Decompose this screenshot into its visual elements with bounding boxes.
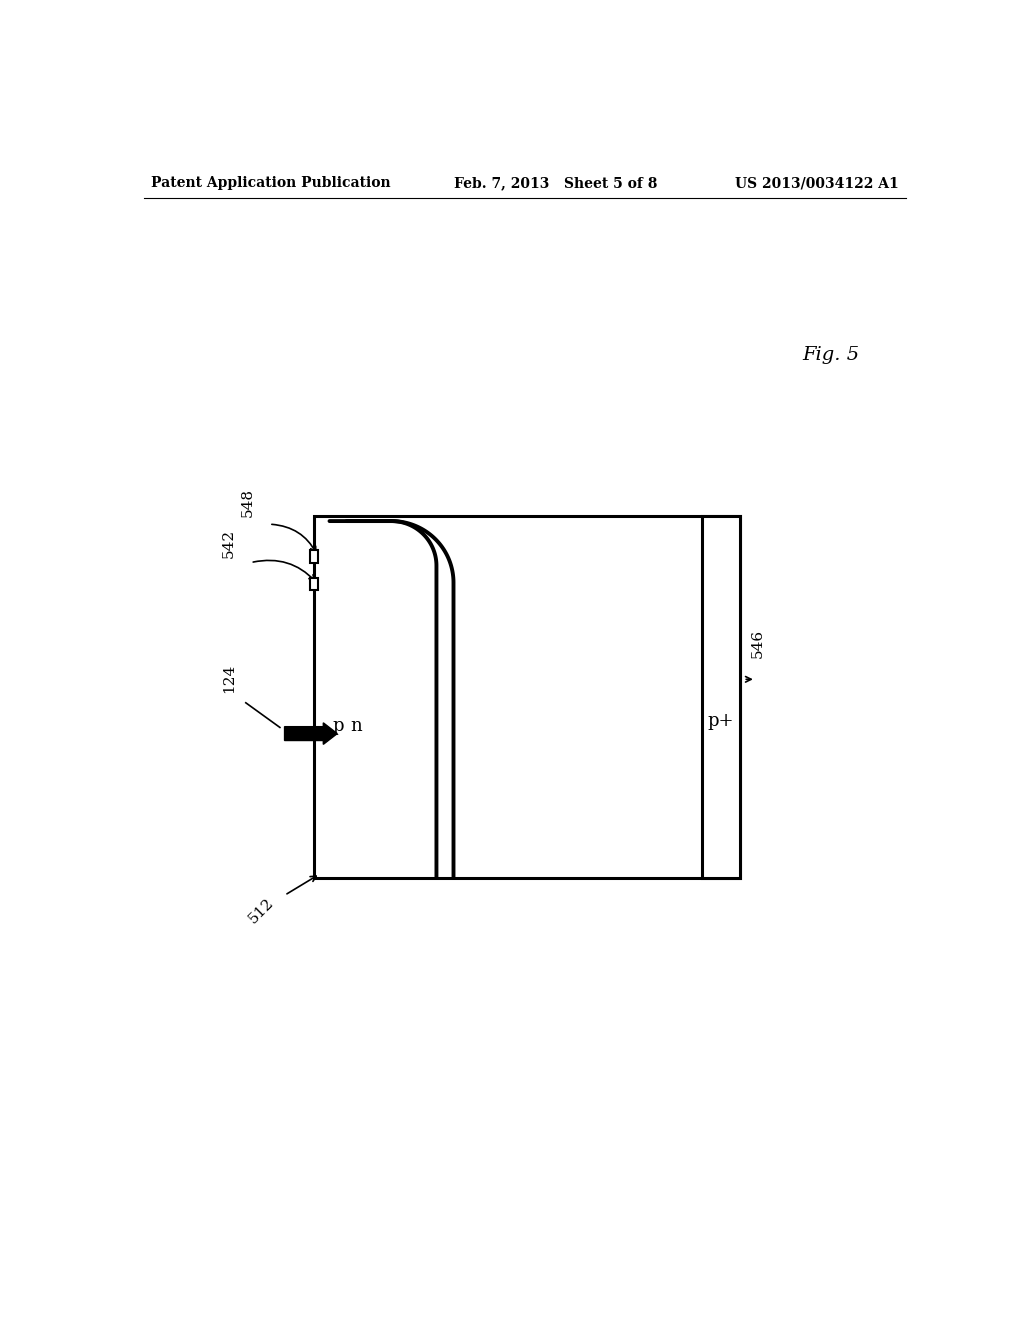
Text: n: n [351,717,362,735]
Text: US 2013/0034122 A1: US 2013/0034122 A1 [735,176,899,190]
Text: 124: 124 [222,664,236,693]
Bar [310,550,317,562]
Text: Fig. 5: Fig. 5 [802,346,859,364]
Text: Feb. 7, 2013   Sheet 5 of 8: Feb. 7, 2013 Sheet 5 of 8 [454,176,656,190]
FancyArrow shape [285,723,337,744]
Text: 512: 512 [246,895,276,925]
Text: Patent Application Publication: Patent Application Publication [152,176,391,190]
Text: p+: p+ [708,711,734,730]
Bar [701,516,740,878]
Text: 542: 542 [222,529,236,558]
Bar [314,516,740,878]
Text: 548: 548 [241,488,255,517]
Bar [310,578,317,590]
Text: p: p [332,717,344,735]
Text: 546: 546 [751,628,764,657]
